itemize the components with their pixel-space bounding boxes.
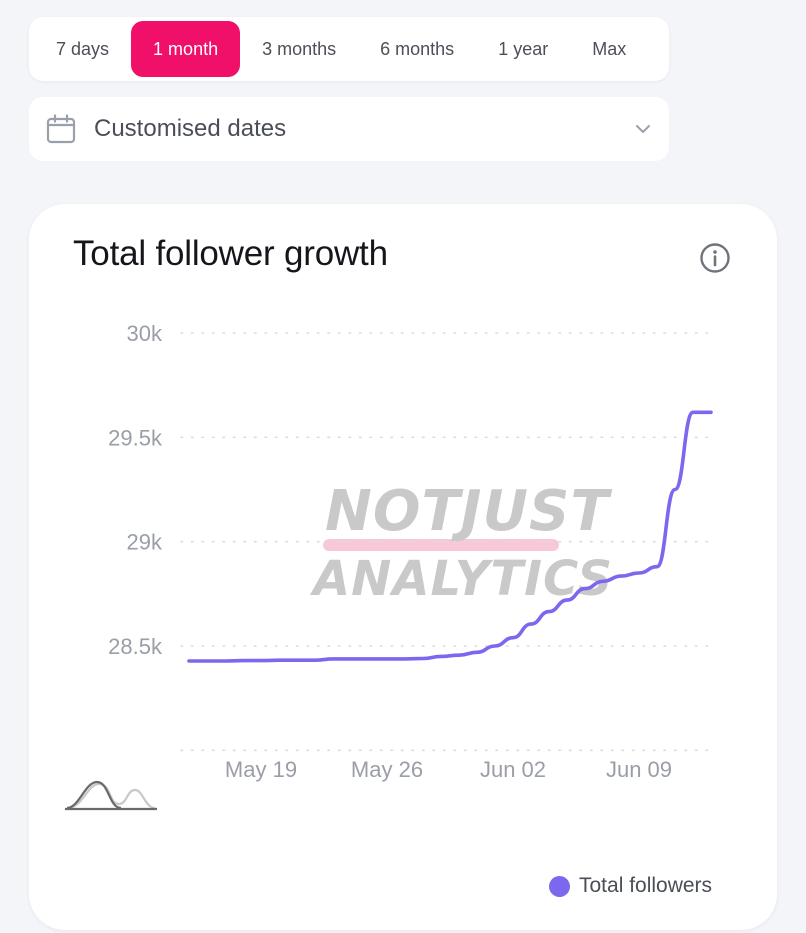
range-6-months-button[interactable]: 6 months: [380, 38, 455, 59]
chart-legend: Total followers: [549, 874, 712, 898]
follower-line-chart: 28.5k 29k 29.5k 30k May 19 May 26 Jun 02 Jun 09: [108, 321, 713, 782]
x-tick-label: May 19: [225, 757, 297, 782]
customised-dates-label: Customised dates: [94, 115, 287, 142]
series-line-total-followers: [187, 410, 713, 663]
legend-swatch: [549, 875, 570, 897]
legend-label: Total followers: [579, 874, 713, 897]
date-range-selector: 7 days 1 month 3 months 6 months 1 year …: [29, 17, 669, 81]
range-7-days-button[interactable]: 7 days: [56, 38, 110, 59]
y-tick-label: 28.5k: [108, 634, 163, 659]
info-icon[interactable]: [699, 242, 731, 274]
chevron-down-icon: [633, 119, 653, 139]
x-tick-label: May 26: [351, 757, 423, 782]
y-tick-label: 29.5k: [108, 425, 163, 450]
y-tick-label: 30k: [127, 321, 163, 346]
customised-dates-dropdown[interactable]: Customised dates: [29, 97, 669, 161]
follower-growth-card: Total follower growth NOTJUST ANALYTICS …: [29, 204, 777, 930]
distribution-curve-icon[interactable]: [65, 778, 157, 812]
range-max-button[interactable]: Max: [592, 38, 627, 59]
y-tick-label: 29k: [127, 530, 163, 555]
calendar-icon: [45, 113, 77, 145]
chart-title: Total follower growth: [73, 234, 388, 273]
x-tick-label: Jun 02: [480, 757, 546, 782]
range-1-year-button[interactable]: 1 year: [498, 38, 549, 59]
range-1-month-button[interactable]: 1 month: [131, 21, 241, 77]
x-tick-label: Jun 09: [606, 757, 672, 782]
range-3-months-button[interactable]: 3 months: [262, 38, 337, 59]
